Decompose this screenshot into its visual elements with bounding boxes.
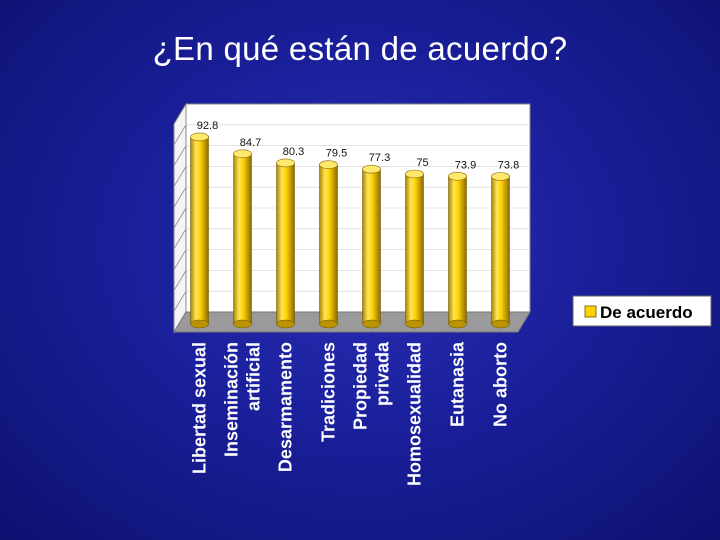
data-label: 75 (416, 157, 428, 169)
gridline-side (173, 249, 187, 270)
category-label: Inseminación (222, 342, 242, 457)
bar (190, 132, 209, 329)
gridline-side (173, 145, 187, 166)
floor (173, 311, 531, 333)
data-label: 77.3 (369, 152, 390, 164)
gridline-side (173, 207, 187, 229)
bar (319, 160, 338, 329)
category-label: artificial (244, 342, 264, 411)
legend-swatch (584, 305, 597, 318)
bar (276, 158, 295, 329)
data-label: 84.7 (240, 137, 261, 149)
gridline-side (173, 228, 187, 250)
gridline-side (173, 124, 187, 146)
bar (362, 164, 381, 329)
page-title: ¿En qué están de acuerdo? (152, 30, 568, 67)
legend-label: De acuerdo (600, 303, 693, 322)
data-label: 80.3 (283, 146, 304, 158)
category-label: Propiedad (351, 342, 371, 430)
bar (491, 172, 510, 329)
category-label: Libertad sexual (190, 342, 210, 474)
category-label: privada (373, 341, 393, 406)
data-label: 73.8 (498, 159, 519, 171)
category-label: No aborto (491, 342, 511, 427)
category-label: Eutanasia (448, 341, 468, 427)
data-label: 73.9 (455, 159, 476, 171)
bars (190, 132, 510, 329)
value-labels: 92.8 84.7 80.3 79.5 77.3 75 73.9 73.8 (197, 120, 519, 172)
bar (233, 149, 252, 329)
category-label: Homosexualidad (405, 342, 425, 486)
plot-area (173, 102, 531, 334)
gridline-side (173, 166, 187, 187)
data-label: 79.5 (326, 148, 347, 160)
legend: De acuerdo (572, 295, 712, 327)
gridline-side (173, 290, 187, 312)
gridline-side (173, 270, 187, 291)
category-labels: Libertad sexual Inseminación artificial Des… (190, 341, 511, 486)
data-label: 92.8 (197, 120, 218, 132)
category-label: Tradiciones (319, 342, 339, 442)
category-label: Desarmamento (276, 342, 296, 472)
bar (405, 169, 424, 329)
gridline-side (173, 186, 187, 208)
bar (448, 171, 467, 329)
